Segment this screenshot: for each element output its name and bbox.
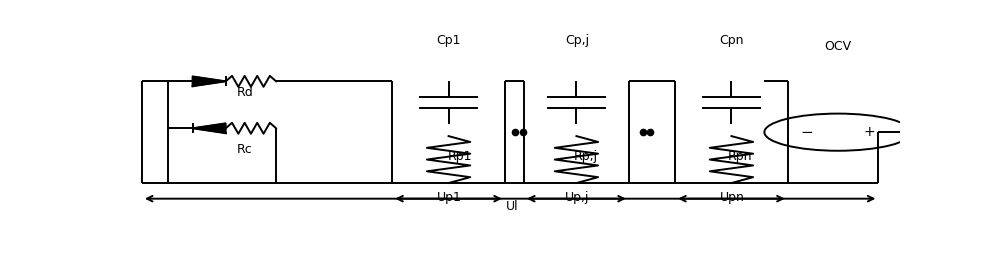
Text: Rpn: Rpn xyxy=(727,150,752,163)
Text: Rp1: Rp1 xyxy=(448,150,472,163)
Text: Upn: Upn xyxy=(719,191,744,204)
Text: −: − xyxy=(801,125,813,140)
Text: Rc: Rc xyxy=(237,143,253,156)
Polygon shape xyxy=(193,76,226,86)
Text: Ul: Ul xyxy=(506,200,519,213)
Text: Cp1: Cp1 xyxy=(437,34,461,47)
Text: +: + xyxy=(863,125,875,139)
Text: Up,j: Up,j xyxy=(565,191,589,204)
Text: Rp,j: Rp,j xyxy=(574,150,598,163)
Text: Rd: Rd xyxy=(237,86,254,99)
Text: Cpn: Cpn xyxy=(720,34,744,47)
Text: Cp,j: Cp,j xyxy=(565,34,589,47)
Text: Up1: Up1 xyxy=(437,191,461,204)
Text: OCV: OCV xyxy=(824,40,852,53)
Polygon shape xyxy=(193,123,226,133)
